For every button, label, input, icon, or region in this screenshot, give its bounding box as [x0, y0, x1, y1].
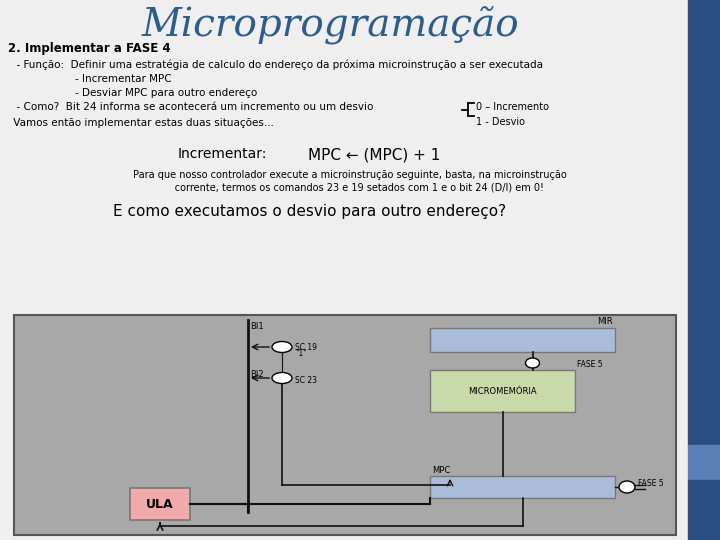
- Ellipse shape: [272, 341, 292, 353]
- Text: FASE 5: FASE 5: [638, 479, 664, 488]
- Text: - Como?  Bit 24 informa se acontecerá um incremento ou um desvio: - Como? Bit 24 informa se acontecerá um …: [10, 102, 374, 112]
- Text: MPC: MPC: [432, 466, 450, 475]
- Text: MICROMEMÓRIA: MICROMEMÓRIA: [468, 387, 537, 395]
- Bar: [430, 328, 615, 352]
- Text: Microprogramação: Microprogramação: [141, 7, 519, 45]
- Text: SC 19: SC 19: [295, 343, 317, 352]
- Text: BI2: BI2: [250, 370, 264, 379]
- Text: Incrementar:: Incrementar:: [178, 147, 267, 161]
- Bar: [688, 0, 720, 445]
- Text: ULA: ULA: [146, 497, 174, 510]
- Text: 0 – Incremento: 0 – Incremento: [476, 102, 549, 112]
- Text: MIR: MIR: [598, 317, 613, 326]
- Text: "1": "1": [295, 349, 307, 358]
- Ellipse shape: [619, 481, 635, 493]
- Text: Vamos então implementar estas duas situações...: Vamos então implementar estas duas situa…: [10, 118, 274, 128]
- Text: 1 - Desvio: 1 - Desvio: [476, 117, 525, 127]
- Bar: [430, 476, 615, 498]
- Bar: [130, 488, 190, 520]
- Ellipse shape: [272, 373, 292, 383]
- Text: SC 23: SC 23: [295, 376, 317, 385]
- Text: FASE 5: FASE 5: [577, 360, 603, 369]
- Bar: [430, 370, 575, 412]
- Bar: [688, 445, 720, 480]
- Ellipse shape: [526, 358, 539, 368]
- Text: MPC ← (MPC) + 1: MPC ← (MPC) + 1: [308, 147, 441, 162]
- Text: corrente, termos os comandos 23 e 19 setados com 1 e o bit 24 (D/I) em 0!: corrente, termos os comandos 23 e 19 set…: [156, 182, 544, 192]
- Text: 2. Implementar a FASE 4: 2. Implementar a FASE 4: [8, 42, 171, 55]
- Text: - Função:  Definir uma estratégia de calculo do endereço da próxima microinstruç: - Função: Definir uma estratégia de calc…: [10, 60, 543, 71]
- Text: - Incrementar MPC: - Incrementar MPC: [10, 74, 171, 84]
- Text: Para que nosso controlador execute a microinstrução seguinte, basta, na microins: Para que nosso controlador execute a mic…: [133, 170, 567, 180]
- Bar: [14, 315, 676, 535]
- Text: BI1: BI1: [250, 322, 264, 331]
- Bar: [688, 480, 720, 540]
- Text: - Desviar MPC para outro endereço: - Desviar MPC para outro endereço: [10, 88, 257, 98]
- Text: E como executamos o desvio para outro endereço?: E como executamos o desvio para outro en…: [114, 204, 507, 219]
